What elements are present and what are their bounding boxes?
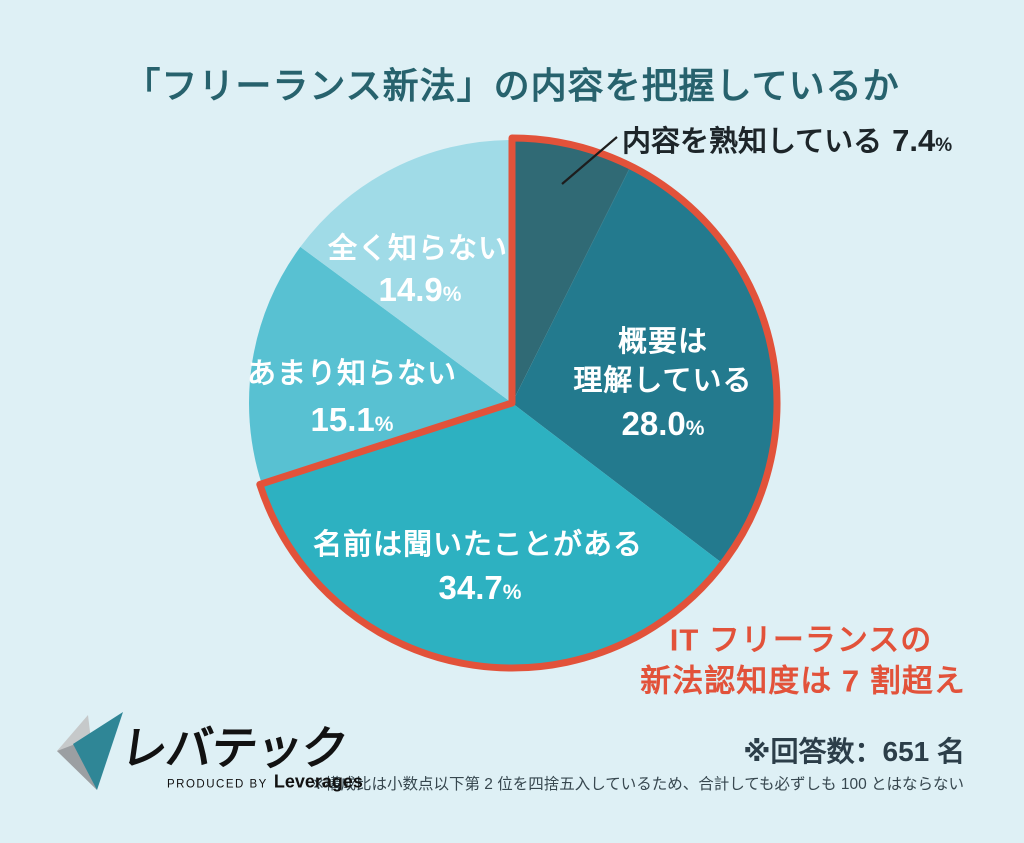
pie-label-overview-line2: 理解している <box>573 365 753 397</box>
highlight-annotation-line2: 新法認知度は 7 割超え <box>640 663 966 699</box>
logo-mark-gray <box>57 743 97 790</box>
respondent-count: ※回答数：651 名 <box>743 736 965 767</box>
highlight-annotation-line1: IT フリーランスの <box>669 622 933 658</box>
callout-percent-sign: % <box>935 135 953 156</box>
callout-label-text: 内容を熟知している <box>622 126 883 158</box>
pie-slice-2 <box>261 403 722 666</box>
page-title: 「フリーランス新法」の内容を把握しているか <box>124 65 900 106</box>
rounding-footnote: ※構成比は小数点以下第 2 位を四捨五入しているため、合計しても必ずしも 100… <box>312 776 964 793</box>
pie-slice-0 <box>512 140 630 403</box>
logo-byline: PRODUCED BY Leverages <box>167 772 363 793</box>
pie-value-barely-know: 15.1% <box>310 401 394 438</box>
pie-label-overview-line1: 概要は <box>617 326 709 358</box>
pie-label-heard-name: 名前は聞いたことがある <box>312 529 644 561</box>
pie-value-heard-name: 34.7% <box>438 569 522 606</box>
leverages-text: Leverages <box>273 771 363 792</box>
callout-leader-line <box>561 136 618 185</box>
levtech-logo-wordmark: レバテック <box>117 722 351 774</box>
logo-mark-teal <box>73 712 123 790</box>
produced-by-text: PRODUCED BY <box>167 778 268 791</box>
pie-slice-4 <box>300 140 512 403</box>
pie-value-dont-know: 14.9% <box>378 271 462 308</box>
pie-label-barely-know: あまり知らない <box>246 358 458 390</box>
pie-callout-label: 内容を熟知している 7.4% <box>622 118 952 160</box>
levtech-logo-icon <box>57 712 123 790</box>
pie-slice-1 <box>512 167 776 563</box>
callout-value: 7.4 <box>892 123 936 158</box>
highlight-outline <box>256 134 781 672</box>
pie-slice-3 <box>249 246 513 484</box>
pie-label-dont-know: 全く知らない <box>327 233 509 265</box>
pie-value-overview: 28.0% <box>621 405 705 442</box>
